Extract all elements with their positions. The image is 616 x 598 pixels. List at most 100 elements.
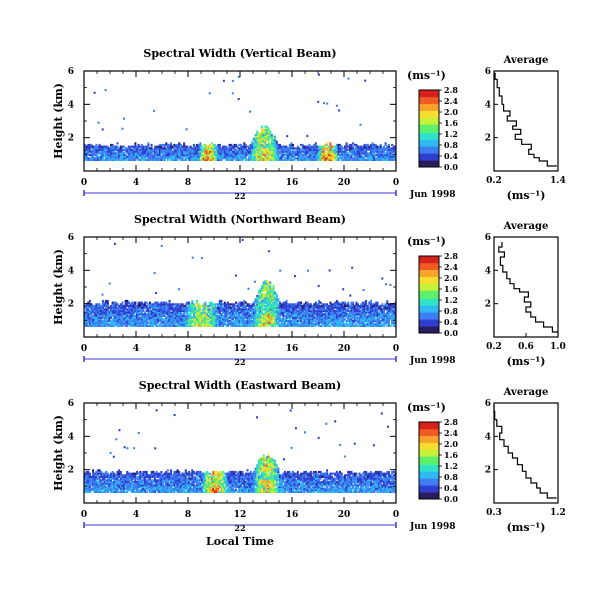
colorbar-segment xyxy=(419,330,439,332)
colorbar-segment xyxy=(419,478,439,481)
colorbar-segment xyxy=(419,147,439,150)
x-tick-label: 20 xyxy=(338,344,351,354)
colorbar-segment xyxy=(419,449,439,452)
colorbar-segment xyxy=(419,287,439,290)
average-x-tick-label: 1.4 xyxy=(550,176,566,186)
colorbar-segment xyxy=(419,323,439,326)
colorbar-segment xyxy=(419,433,439,435)
colorbar-segment xyxy=(419,136,439,139)
heatmap-cells xyxy=(84,73,397,161)
colorbar-tick-label: 2.4 xyxy=(444,428,458,438)
colorbar-segment xyxy=(419,264,439,266)
colorbar-segment xyxy=(419,450,439,453)
colorbar-segment xyxy=(419,260,439,262)
colorbar-unit: (ms⁻¹) xyxy=(407,401,446,414)
colorbar-segment xyxy=(419,304,439,306)
colorbar-segment xyxy=(419,472,439,475)
panel-title: Spectral Width (Northward Beam) xyxy=(134,213,346,226)
colorbar-segment xyxy=(419,445,439,448)
average-profile-line xyxy=(493,404,557,499)
colorbar-segment xyxy=(419,471,439,474)
colorbar-segment xyxy=(419,461,439,464)
colorbar-tick-label: 2.8 xyxy=(444,251,458,261)
colorbar-segment xyxy=(419,150,439,153)
y-tick-label: 2 xyxy=(68,466,74,476)
colorbar-segment xyxy=(419,486,439,489)
colorbar-segment xyxy=(419,470,439,472)
colorbar-segment xyxy=(419,142,439,144)
colorbar-segment xyxy=(419,317,439,320)
colorbar-segment xyxy=(419,326,439,328)
colorbar-frame xyxy=(418,89,440,168)
x-axis-label: Local Time xyxy=(206,535,274,548)
day-label: 22 xyxy=(234,523,245,533)
colorbar-segment xyxy=(419,313,439,316)
panel-1: Spectral Width (Vertical Beam)0 4 8 12 16 20 0… xyxy=(52,47,566,202)
colorbar-tick-label: 0.8 xyxy=(444,472,458,482)
colorbar-segment xyxy=(419,490,439,493)
x-tick-label: 16 xyxy=(286,510,299,520)
colorbar-segment xyxy=(419,428,439,431)
colorbar-segment xyxy=(419,99,439,102)
colorbar-segment xyxy=(419,157,439,160)
y-axis-label: Height (km) xyxy=(52,249,65,325)
colorbar-segment xyxy=(419,295,439,298)
colorbar-tick-label: 0.4 xyxy=(444,151,458,161)
average-y-tick-label: 6 xyxy=(485,233,491,243)
average-y-tick-label: 4 xyxy=(485,100,491,110)
colorbar-segment xyxy=(419,164,439,166)
colorbar-tick-label: 1.6 xyxy=(444,450,458,460)
colorbar-segment xyxy=(419,448,439,450)
y-tick-label: 6 xyxy=(68,233,74,243)
colorbar-segment xyxy=(419,91,439,94)
x-tick-label: 20 xyxy=(338,510,351,520)
colorbar-unit: (ms⁻¹) xyxy=(407,235,446,248)
colorbar-segment xyxy=(419,481,439,483)
average-profile-panel: Average 0.3 1.2 2 4 6 (ms⁻¹) xyxy=(485,387,566,534)
average-x-tick-label: 0.2 xyxy=(486,176,502,186)
colorbar-segment xyxy=(419,441,439,443)
colorbar-segment xyxy=(419,278,439,280)
colorbar-segment xyxy=(419,262,439,265)
colorbar-segment xyxy=(419,427,439,430)
colorbar-segment xyxy=(419,107,439,110)
average-x-axis-label: (ms⁻¹) xyxy=(507,355,546,368)
colorbar-segment xyxy=(419,466,439,468)
colorbar-segment xyxy=(419,120,439,122)
colorbar-segment xyxy=(419,297,439,299)
average-profile-panel: Average 0.2 1.4 2 4 6 (ms⁻¹) xyxy=(485,55,566,202)
colorbar-segment xyxy=(419,452,439,454)
colorbar-segment xyxy=(419,308,439,310)
colorbar-frame xyxy=(418,255,440,334)
colorbar-segment xyxy=(419,467,439,470)
colorbar-segment xyxy=(419,322,439,324)
colorbar-segment xyxy=(419,302,439,305)
colorbar-segment xyxy=(419,273,439,276)
colorbar-segment xyxy=(419,94,439,96)
average-x-tick-label: 1.0 xyxy=(550,342,566,352)
y-tick-label: 2 xyxy=(68,134,74,144)
average-y-tick-label: 4 xyxy=(485,432,491,442)
average-title: Average xyxy=(503,55,549,66)
colorbar-segment xyxy=(419,162,439,165)
colorbar-segment xyxy=(419,468,439,471)
colorbar-segment xyxy=(419,331,439,334)
colorbar-segment xyxy=(419,132,439,135)
colorbar-segment xyxy=(419,135,439,138)
colorbar-segment xyxy=(419,444,439,446)
colorbar-segment xyxy=(419,128,439,131)
colorbar-segment xyxy=(419,275,439,277)
colorbar-tick-label: 0.0 xyxy=(444,162,458,172)
colorbar-segment xyxy=(419,305,439,308)
colorbar-segment xyxy=(419,488,439,490)
colorbar-tick-label: 2.0 xyxy=(444,439,458,449)
colorbar-segment xyxy=(419,492,439,494)
colorbar-tick-label: 1.2 xyxy=(444,295,458,305)
colorbar-segment xyxy=(419,497,439,500)
colorbar-segment xyxy=(419,301,439,304)
colorbar-segment xyxy=(419,489,439,492)
colorbar-segment xyxy=(419,300,439,302)
colorbar-unit: (ms⁻¹) xyxy=(407,69,446,82)
colorbar-segment xyxy=(419,423,439,426)
